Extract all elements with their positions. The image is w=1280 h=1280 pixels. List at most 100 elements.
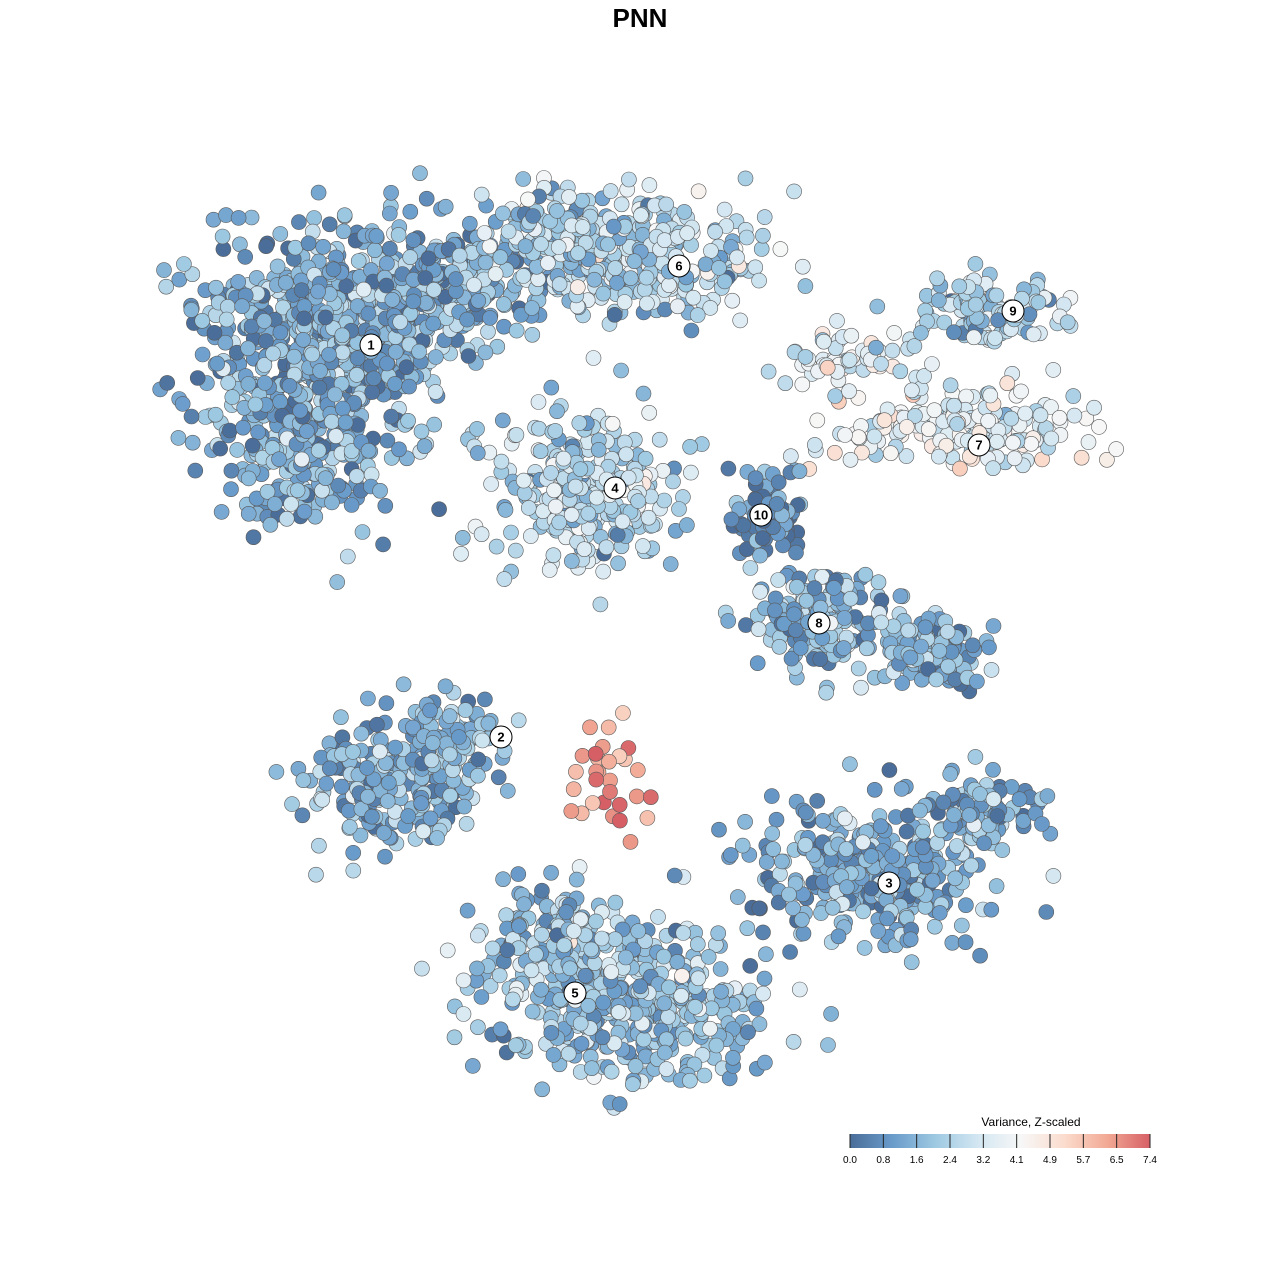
cluster-label-2: 2: [489, 725, 513, 749]
point: [524, 326, 541, 343]
point: [656, 995, 673, 1012]
point: [770, 894, 787, 911]
point: [812, 651, 829, 668]
point: [441, 746, 458, 763]
point: [838, 841, 855, 857]
point: [929, 270, 945, 287]
point: [830, 928, 847, 945]
point: [942, 766, 959, 782]
point: [1043, 430, 1060, 447]
point: [674, 968, 690, 984]
point: [387, 376, 403, 392]
point: [469, 960, 485, 977]
point: [635, 538, 651, 554]
point: [738, 229, 755, 246]
point: [1011, 791, 1028, 808]
point: [490, 769, 507, 786]
point: [375, 536, 391, 553]
point: [873, 592, 890, 609]
point: [359, 760, 375, 776]
point: [966, 329, 982, 346]
point: [823, 1006, 839, 1022]
point: [1015, 813, 1032, 829]
point: [401, 378, 417, 395]
cluster-labels: 1 2 3 4 5 6 7 8 9 10: [359, 254, 1025, 1005]
point: [720, 460, 737, 477]
point: [235, 419, 251, 436]
point: [661, 979, 677, 996]
point: [690, 970, 707, 987]
point: [752, 547, 768, 564]
point: [223, 462, 240, 479]
point: [673, 987, 690, 1004]
point: [480, 323, 496, 340]
point: [976, 835, 992, 852]
point: [451, 247, 468, 264]
point: [824, 899, 841, 916]
point: [870, 574, 887, 591]
point: [798, 592, 815, 609]
point: [477, 344, 494, 361]
point: [230, 210, 247, 226]
point: [651, 431, 668, 448]
point: [366, 242, 383, 258]
point: [379, 793, 396, 809]
point: [907, 408, 923, 424]
point: [683, 322, 700, 339]
point: [863, 880, 880, 897]
point: [304, 346, 321, 363]
point: [662, 556, 679, 572]
point: [753, 241, 770, 257]
point: [387, 343, 404, 360]
point: [626, 253, 643, 270]
cluster-label-text: 4: [611, 481, 619, 496]
point: [791, 463, 808, 480]
point: [355, 281, 372, 298]
point: [580, 997, 597, 1014]
point: [565, 923, 582, 939]
point: [926, 918, 943, 935]
point: [841, 352, 858, 368]
point: [560, 1045, 577, 1062]
point: [944, 934, 961, 951]
point: [629, 762, 646, 778]
point: [572, 1015, 589, 1032]
point: [593, 930, 610, 947]
legend-tick-label: 7.4: [1143, 1155, 1157, 1166]
point: [295, 772, 312, 789]
point: [961, 807, 978, 823]
point: [635, 385, 652, 402]
point: [1023, 435, 1039, 452]
point: [957, 934, 974, 951]
point: [572, 461, 589, 478]
point: [898, 448, 915, 464]
point: [985, 618, 1002, 634]
point: [620, 469, 637, 486]
point: [987, 330, 1003, 346]
point: [635, 1031, 652, 1048]
point: [473, 526, 490, 543]
point: [858, 640, 875, 657]
point: [757, 1054, 773, 1071]
point: [613, 196, 630, 213]
point: [855, 903, 871, 920]
point: [1045, 362, 1062, 378]
point: [524, 1003, 541, 1020]
point: [809, 412, 826, 429]
point: [425, 315, 442, 332]
point: [392, 314, 409, 330]
point: [985, 791, 1002, 808]
point: [1045, 868, 1062, 884]
point: [317, 470, 334, 487]
point: [448, 271, 464, 287]
point: [488, 538, 505, 555]
point: [189, 370, 206, 386]
point: [677, 1030, 694, 1047]
point: [206, 324, 223, 341]
point: [176, 256, 192, 272]
point: [484, 940, 501, 957]
point: [577, 967, 594, 984]
point: [214, 228, 231, 245]
point: [517, 238, 534, 254]
